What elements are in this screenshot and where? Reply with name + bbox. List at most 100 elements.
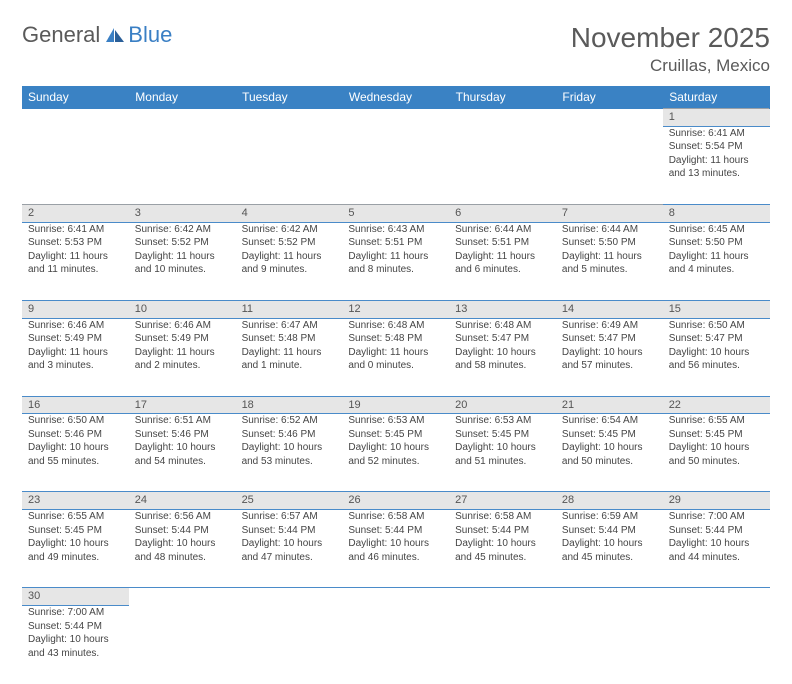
daylight-line: Daylight: 10 hours and 56 minutes. [669,346,764,373]
daylight-line: Daylight: 11 hours and 4 minutes. [669,250,764,277]
daylight-line: Daylight: 10 hours and 50 minutes. [562,441,657,468]
sunset-line: Sunset: 5:46 PM [135,428,230,442]
sunrise-line: Sunrise: 7:00 AM [28,606,123,620]
sunset-line: Sunset: 5:52 PM [135,236,230,250]
day-cell: Sunrise: 6:55 AMSunset: 5:45 PMDaylight:… [22,510,129,588]
sunrise-line: Sunrise: 6:50 AM [28,414,123,428]
daylight-line: Daylight: 11 hours and 5 minutes. [562,250,657,277]
logo-text-2: Blue [128,22,172,48]
day-number-cell: 3 [129,204,236,222]
day-number-cell [22,109,129,127]
sunrise-line: Sunrise: 6:57 AM [242,510,337,524]
sunset-line: Sunset: 5:49 PM [28,332,123,346]
daylight-line: Daylight: 11 hours and 1 minute. [242,346,337,373]
day-cell [236,606,343,684]
day-number-row: 1 [22,109,770,127]
day-cell [129,606,236,684]
daylight-line: Daylight: 11 hours and 0 minutes. [348,346,443,373]
sunset-line: Sunset: 5:44 PM [135,524,230,538]
sunrise-line: Sunrise: 6:54 AM [562,414,657,428]
day-cell: Sunrise: 6:41 AMSunset: 5:54 PMDaylight:… [663,126,770,204]
day-cell: Sunrise: 7:00 AMSunset: 5:44 PMDaylight:… [22,606,129,684]
sunset-line: Sunset: 5:52 PM [242,236,337,250]
sunrise-line: Sunrise: 6:55 AM [28,510,123,524]
sunrise-line: Sunrise: 6:58 AM [348,510,443,524]
sunset-line: Sunset: 5:47 PM [455,332,550,346]
day-cell [449,606,556,684]
day-number-cell: 6 [449,204,556,222]
day-number-cell: 28 [556,492,663,510]
day-cell: Sunrise: 6:53 AMSunset: 5:45 PMDaylight:… [342,414,449,492]
day-cell: Sunrise: 6:43 AMSunset: 5:51 PMDaylight:… [342,222,449,300]
sunset-line: Sunset: 5:46 PM [242,428,337,442]
weekday-header: Wednesday [342,86,449,109]
sunrise-line: Sunrise: 6:44 AM [455,223,550,237]
day-number-cell: 18 [236,396,343,414]
sail-icon [104,26,126,44]
daylight-line: Daylight: 10 hours and 48 minutes. [135,537,230,564]
sunset-line: Sunset: 5:47 PM [562,332,657,346]
sunset-line: Sunset: 5:44 PM [455,524,550,538]
day-number-cell [449,109,556,127]
sunset-line: Sunset: 5:44 PM [348,524,443,538]
day-number-cell: 19 [342,396,449,414]
day-number-row: 2345678 [22,204,770,222]
day-body-row: Sunrise: 6:41 AMSunset: 5:54 PMDaylight:… [22,126,770,204]
sunrise-line: Sunrise: 6:51 AM [135,414,230,428]
daylight-line: Daylight: 10 hours and 50 minutes. [669,441,764,468]
day-number-cell: 9 [22,300,129,318]
sunset-line: Sunset: 5:44 PM [669,524,764,538]
day-number-cell [556,109,663,127]
day-cell: Sunrise: 7:00 AMSunset: 5:44 PMDaylight:… [663,510,770,588]
sunrise-line: Sunrise: 6:46 AM [135,319,230,333]
daylight-line: Daylight: 10 hours and 44 minutes. [669,537,764,564]
day-number-cell: 8 [663,204,770,222]
sunset-line: Sunset: 5:48 PM [348,332,443,346]
daylight-line: Daylight: 10 hours and 43 minutes. [28,633,123,660]
day-body-row: Sunrise: 6:41 AMSunset: 5:53 PMDaylight:… [22,222,770,300]
day-cell: Sunrise: 6:46 AMSunset: 5:49 PMDaylight:… [129,318,236,396]
daylight-line: Daylight: 11 hours and 6 minutes. [455,250,550,277]
day-number-cell: 16 [22,396,129,414]
sunset-line: Sunset: 5:44 PM [562,524,657,538]
day-cell: Sunrise: 6:52 AMSunset: 5:46 PMDaylight:… [236,414,343,492]
day-number-cell: 4 [236,204,343,222]
day-cell: Sunrise: 6:44 AMSunset: 5:50 PMDaylight:… [556,222,663,300]
day-cell: Sunrise: 6:59 AMSunset: 5:44 PMDaylight:… [556,510,663,588]
day-cell: Sunrise: 6:45 AMSunset: 5:50 PMDaylight:… [663,222,770,300]
sunset-line: Sunset: 5:54 PM [669,140,764,154]
sunrise-line: Sunrise: 7:00 AM [669,510,764,524]
daylight-line: Daylight: 11 hours and 10 minutes. [135,250,230,277]
day-cell: Sunrise: 6:55 AMSunset: 5:45 PMDaylight:… [663,414,770,492]
day-number-cell: 27 [449,492,556,510]
day-cell: Sunrise: 6:53 AMSunset: 5:45 PMDaylight:… [449,414,556,492]
sunset-line: Sunset: 5:45 PM [562,428,657,442]
day-number-cell: 7 [556,204,663,222]
day-number-cell [556,588,663,606]
weekday-header-row: Sunday Monday Tuesday Wednesday Thursday… [22,86,770,109]
day-cell: Sunrise: 6:48 AMSunset: 5:48 PMDaylight:… [342,318,449,396]
day-number-cell: 21 [556,396,663,414]
daylight-line: Daylight: 11 hours and 2 minutes. [135,346,230,373]
sunset-line: Sunset: 5:46 PM [28,428,123,442]
sunrise-line: Sunrise: 6:47 AM [242,319,337,333]
day-body-row: Sunrise: 6:50 AMSunset: 5:46 PMDaylight:… [22,414,770,492]
day-number-cell: 10 [129,300,236,318]
day-number-cell [129,588,236,606]
day-body-row: Sunrise: 6:55 AMSunset: 5:45 PMDaylight:… [22,510,770,588]
sunrise-line: Sunrise: 6:42 AM [135,223,230,237]
day-cell: Sunrise: 6:51 AMSunset: 5:46 PMDaylight:… [129,414,236,492]
sunrise-line: Sunrise: 6:48 AM [348,319,443,333]
sunrise-line: Sunrise: 6:41 AM [669,127,764,141]
brand-logo: General Blue [22,22,172,48]
sunrise-line: Sunrise: 6:53 AM [348,414,443,428]
sunrise-line: Sunrise: 6:45 AM [669,223,764,237]
title-block: November 2025 Cruillas, Mexico [571,22,770,76]
daylight-line: Daylight: 10 hours and 52 minutes. [348,441,443,468]
sunset-line: Sunset: 5:44 PM [28,620,123,634]
sunset-line: Sunset: 5:48 PM [242,332,337,346]
day-cell: Sunrise: 6:42 AMSunset: 5:52 PMDaylight:… [236,222,343,300]
sunrise-line: Sunrise: 6:43 AM [348,223,443,237]
day-cell: Sunrise: 6:58 AMSunset: 5:44 PMDaylight:… [449,510,556,588]
day-cell [556,126,663,204]
